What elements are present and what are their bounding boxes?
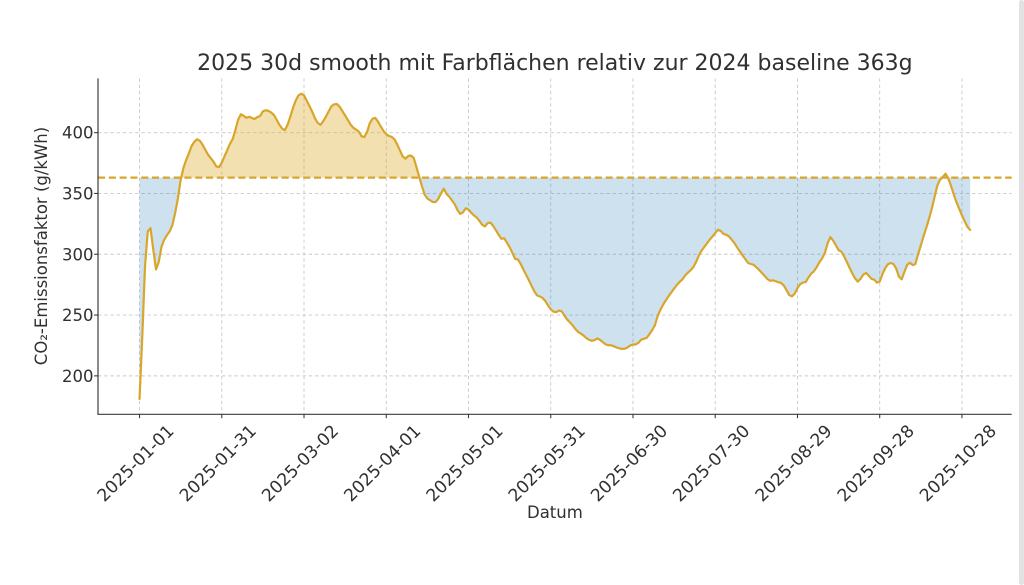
y-tick-label: 250 [62, 306, 94, 325]
x-tick-label: 2025-08-29 [752, 421, 837, 506]
y-axis-label: CO₂-Emissionsfaktor (g/kWh) [32, 127, 51, 365]
y-tick-label: 300 [62, 245, 94, 264]
x-axis-tick-labels: 2025-01-012025-01-312025-03-022025-04-01… [94, 421, 1001, 506]
emissions-line [138, 92, 972, 401]
x-tick-label: 2025-01-31 [176, 421, 261, 506]
area-below-baseline [139, 177, 971, 399]
x-tick-label: 2025-07-30 [669, 421, 754, 506]
x-axis-ticks [138, 414, 963, 419]
x-tick-label: 2025-06-30 [587, 421, 672, 506]
area-above-baseline [181, 93, 948, 178]
y-tick-label: 350 [62, 184, 94, 203]
chart-title: 2025 30d smooth mit Farbflächen relativ … [197, 51, 913, 76]
x-axis-label: Datum [527, 503, 583, 522]
y-axis-ticks [94, 132, 98, 377]
grid-layer [98, 78, 1012, 415]
x-tick-label: 2025-05-01 [423, 421, 508, 506]
x-tick-label: 2025-04-01 [341, 421, 426, 506]
y-tick-label: 200 [62, 367, 94, 386]
x-tick-label: 2025-10-28 [916, 421, 1001, 506]
scrollbar[interactable] [1019, 0, 1024, 585]
x-tick-label: 2025-01-01 [94, 421, 179, 506]
x-tick-label: 2025-05-31 [505, 421, 590, 506]
y-tick-label: 400 [62, 124, 94, 143]
y-axis-tick-labels: 200 250 300 350 400 [62, 124, 94, 386]
area-fill-layer [139, 93, 971, 399]
x-tick-label: 2025-03-02 [258, 421, 343, 506]
x-tick-label: 2025-09-28 [834, 421, 919, 506]
